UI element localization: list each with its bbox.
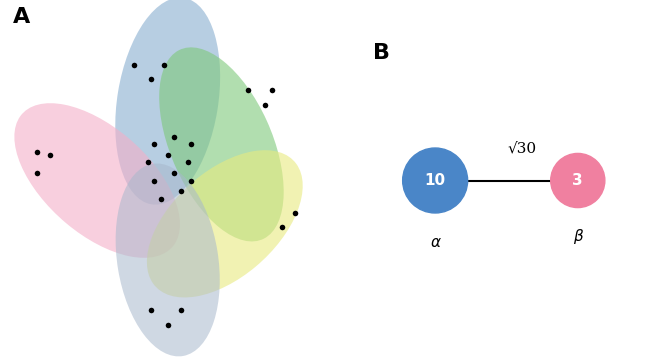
Text: √30: √30 bbox=[507, 141, 537, 155]
Ellipse shape bbox=[159, 47, 284, 242]
Text: 3: 3 bbox=[572, 173, 583, 188]
Ellipse shape bbox=[14, 103, 180, 258]
Ellipse shape bbox=[402, 148, 468, 213]
Text: α: α bbox=[430, 235, 440, 250]
Ellipse shape bbox=[147, 150, 303, 297]
Ellipse shape bbox=[550, 153, 605, 208]
Text: A: A bbox=[13, 7, 30, 27]
Text: β: β bbox=[573, 229, 583, 244]
Text: 10: 10 bbox=[424, 173, 446, 188]
Text: B: B bbox=[373, 43, 390, 63]
Ellipse shape bbox=[115, 0, 220, 205]
Ellipse shape bbox=[116, 164, 220, 356]
